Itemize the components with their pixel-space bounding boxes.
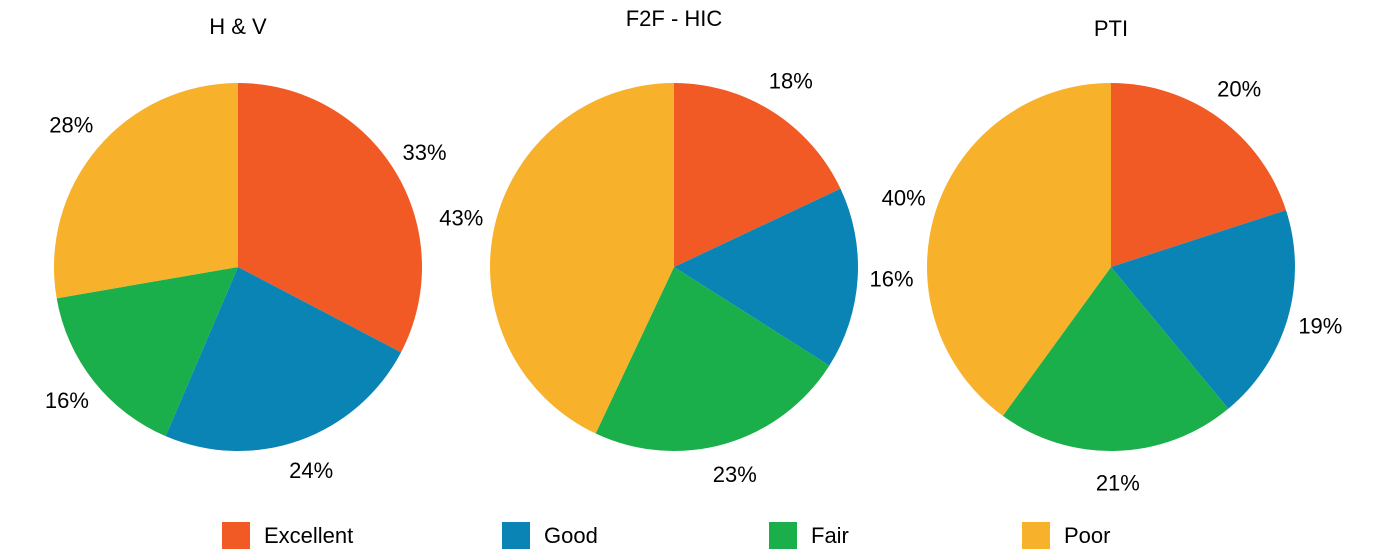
legend-swatch	[769, 522, 797, 549]
data-label: 21%	[1096, 471, 1140, 496]
legend-label: Excellent	[264, 523, 353, 548]
data-label: 43%	[439, 205, 483, 230]
pie-slice	[927, 83, 1111, 416]
legend-label: Poor	[1064, 523, 1110, 548]
chart-title: F2F - HIC	[626, 6, 723, 31]
pie-slice	[1002, 267, 1229, 451]
data-label: 23%	[713, 462, 757, 487]
pie-slice	[1111, 210, 1295, 409]
pie-slice	[238, 83, 423, 353]
data-label: 40%	[882, 185, 926, 210]
pie-slice	[53, 83, 238, 299]
data-label: 28%	[49, 112, 93, 137]
data-label: 18%	[769, 69, 813, 94]
data-label: 19%	[1298, 314, 1342, 339]
data-label: 16%	[870, 267, 914, 292]
legend-swatch	[502, 522, 530, 549]
legend-swatch	[222, 522, 250, 549]
pie-slice	[595, 267, 830, 452]
pie-slice	[165, 267, 402, 451]
chart-title: PTI	[1094, 16, 1128, 41]
legend-label: Good	[544, 523, 598, 548]
pie-slice	[1111, 83, 1286, 267]
pie-slice	[490, 83, 674, 434]
pie-slice	[674, 83, 841, 267]
pie-slice	[674, 188, 858, 366]
pie-slice	[56, 267, 238, 437]
chart-title: H & V	[209, 14, 267, 39]
data-label: 20%	[1217, 76, 1261, 101]
data-label: 16%	[45, 388, 89, 413]
legend-label: Fair	[811, 523, 849, 548]
data-label: 33%	[402, 140, 446, 165]
legend-swatch	[1022, 522, 1050, 549]
data-label: 24%	[289, 458, 333, 483]
